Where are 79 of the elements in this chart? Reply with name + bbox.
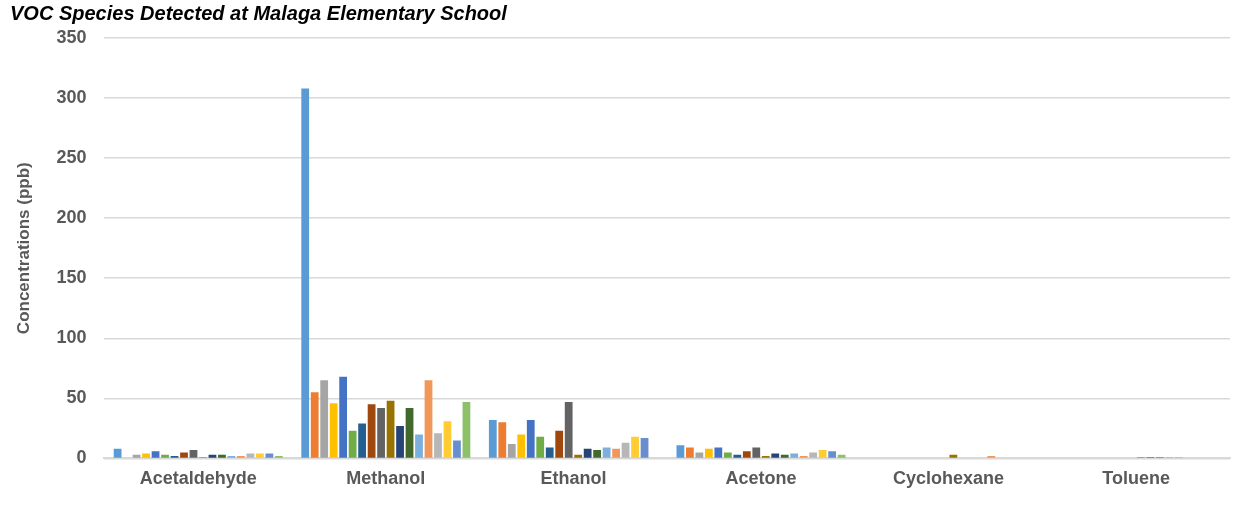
bar (301, 88, 310, 458)
bar (358, 423, 366, 458)
y-tick-label: 350 (56, 26, 87, 47)
bar (424, 380, 433, 458)
y-tick-label: 0 (76, 447, 87, 468)
x-tick-label: Cyclohexane (893, 468, 1005, 489)
bar (536, 436, 545, 458)
bar (574, 454, 583, 458)
bar (443, 421, 452, 458)
bar (255, 453, 264, 458)
bar (564, 401, 573, 458)
bar (208, 454, 217, 458)
bar (621, 442, 630, 458)
x-tick-label: Acetone (725, 468, 797, 489)
bar (132, 454, 141, 458)
bar (142, 453, 150, 458)
bar (686, 447, 694, 458)
bar (612, 448, 620, 458)
bar (640, 437, 649, 458)
bar (462, 401, 471, 458)
bar (320, 380, 329, 458)
bar (405, 407, 414, 458)
bar (180, 452, 188, 458)
bar (377, 407, 385, 458)
bar (161, 454, 169, 458)
bar (790, 453, 799, 458)
bar (488, 419, 497, 458)
bar (189, 449, 198, 458)
bar (434, 433, 442, 458)
bar (113, 448, 122, 458)
bar (507, 443, 516, 458)
bar (367, 404, 376, 458)
bar (602, 447, 611, 458)
bar (151, 451, 160, 458)
y-tick-label: 300 (56, 87, 87, 108)
bar (780, 454, 789, 458)
bar (949, 454, 958, 458)
bar (676, 445, 685, 458)
y-tick-label: 100 (56, 327, 87, 348)
y-tick-label: 200 (56, 207, 87, 228)
bar (631, 436, 639, 458)
bar (453, 440, 461, 458)
bar (310, 392, 319, 458)
bar (837, 454, 846, 458)
bar (555, 430, 564, 458)
bar (498, 422, 507, 458)
bar (415, 434, 423, 458)
bar (545, 447, 554, 458)
bar (396, 425, 404, 458)
y-tick-label: 150 (56, 267, 87, 288)
x-tick-label: Methanol (346, 468, 426, 489)
bar (742, 451, 751, 458)
bar (348, 430, 357, 458)
bar (828, 451, 837, 458)
bar (695, 452, 704, 458)
bar (329, 403, 338, 458)
y-tick-label: 50 (66, 387, 87, 408)
bar (723, 452, 732, 458)
chart-title: VOC Species Detected at Malaga Elementary School (10, 1, 508, 24)
y-axis-title: Concentrations (ppb) (13, 162, 33, 335)
bar (526, 419, 535, 458)
bar (733, 454, 742, 458)
bar (218, 454, 226, 458)
bar (386, 400, 395, 458)
bar (265, 453, 274, 458)
x-tick-label: Acetaldehyde (139, 468, 257, 489)
x-tick-label: Ethanol (540, 468, 607, 489)
bar (339, 376, 348, 458)
y-tick-label: 250 (56, 147, 87, 168)
bar (593, 449, 602, 458)
bar (704, 448, 713, 458)
bar (517, 434, 526, 458)
x-tick-label: Toluene (1102, 468, 1171, 489)
bar (818, 449, 827, 458)
bar (771, 453, 780, 458)
bar (809, 452, 818, 458)
bar (714, 447, 723, 458)
bar (583, 448, 592, 458)
bar (752, 447, 761, 458)
